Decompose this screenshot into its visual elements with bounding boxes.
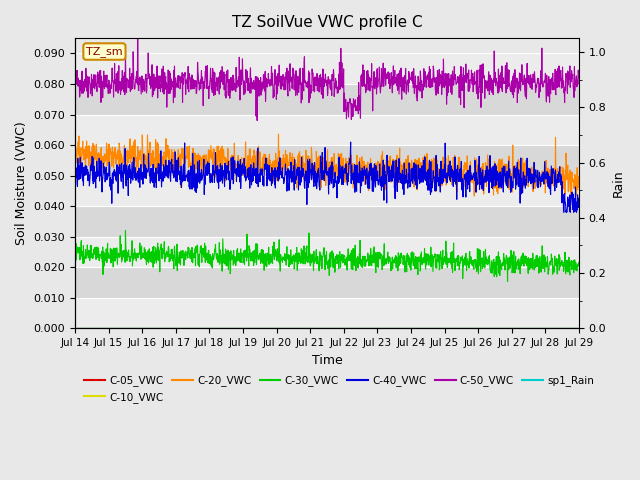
C-30_VWC [172,254,179,260]
C-50_VWC [472,79,479,84]
sp1_Rain [71,325,79,331]
C-10_VWC [71,325,79,331]
sp1_Rain [239,325,247,331]
C-20_VWC [183,144,191,150]
Bar [75,53,579,84]
Bar [75,237,579,267]
C-10_VWC [515,325,523,331]
C-40_VWC [471,157,479,163]
C-10_VWC [405,325,413,331]
Bar [75,84,579,115]
C-40_VWC [560,209,568,215]
C-05_VWC [239,325,247,331]
C-40_VWC [239,171,247,177]
C-50_VWC [184,75,191,81]
C-30_VWC [471,260,479,265]
C-30_VWC [405,254,413,260]
sp1_Rain [575,325,583,331]
Y-axis label: Soil Moisture (VWC): Soil Moisture (VWC) [15,121,28,245]
sp1_Rain [515,325,523,331]
C-50_VWC [575,74,583,80]
C-20_VWC [516,172,524,178]
C-40_VWC [516,172,524,178]
Line: C-30_VWC: C-30_VWC [75,230,579,282]
C-40_VWC [71,181,79,187]
C-30_VWC [575,261,583,266]
C-20_VWC [171,160,179,166]
C-20_VWC [472,174,479,180]
C-30_VWC [184,250,191,255]
C-05_VWC [515,325,523,331]
Text: TZ_sm: TZ_sm [86,46,123,57]
Bar [75,298,579,328]
Bar [75,267,579,298]
C-20_VWC [71,146,79,152]
C-05_VWC [575,325,583,331]
C-40_VWC [183,171,191,177]
C-40_VWC [171,169,179,175]
C-10_VWC [471,325,479,331]
C-50_VWC [253,118,261,123]
C-20_VWC [470,193,478,199]
C-50_VWC [134,35,141,41]
Bar [75,145,579,176]
Title: TZ SoilVue VWC profile C: TZ SoilVue VWC profile C [232,15,422,30]
C-40_VWC [347,139,355,145]
C-40_VWC [575,202,583,208]
C-20_VWC [239,166,247,172]
C-30_VWC [71,249,79,254]
C-05_VWC [183,325,191,331]
Line: C-50_VWC: C-50_VWC [75,38,579,120]
C-50_VWC [172,81,179,86]
C-50_VWC [71,76,79,82]
C-10_VWC [575,325,583,331]
Bar [75,206,579,237]
Y-axis label: Rain: Rain [612,169,625,197]
X-axis label: Time: Time [312,354,342,367]
C-05_VWC [471,325,479,331]
sp1_Rain [471,325,479,331]
C-10_VWC [183,325,191,331]
C-05_VWC [171,325,179,331]
Legend: C-05_VWC, C-10_VWC, C-20_VWC, C-30_VWC, C-40_VWC, C-50_VWC, sp1_Rain: C-05_VWC, C-10_VWC, C-20_VWC, C-30_VWC, … [80,372,598,407]
C-10_VWC [171,325,179,331]
C-50_VWC [406,71,413,77]
C-10_VWC [239,325,247,331]
C-20_VWC [275,131,282,137]
Bar [75,176,579,206]
C-05_VWC [71,325,79,331]
Line: C-20_VWC: C-20_VWC [75,134,579,196]
sp1_Rain [183,325,191,331]
C-30_VWC [240,248,248,254]
sp1_Rain [171,325,179,331]
Bar [75,115,579,145]
Line: C-40_VWC: C-40_VWC [75,142,579,212]
C-20_VWC [405,166,413,171]
C-30_VWC [516,259,524,265]
C-30_VWC [122,228,129,233]
sp1_Rain [405,325,413,331]
C-30_VWC [504,279,511,285]
C-50_VWC [516,71,524,77]
C-05_VWC [405,325,413,331]
C-20_VWC [575,179,583,185]
C-50_VWC [240,92,248,97]
C-40_VWC [405,160,413,166]
